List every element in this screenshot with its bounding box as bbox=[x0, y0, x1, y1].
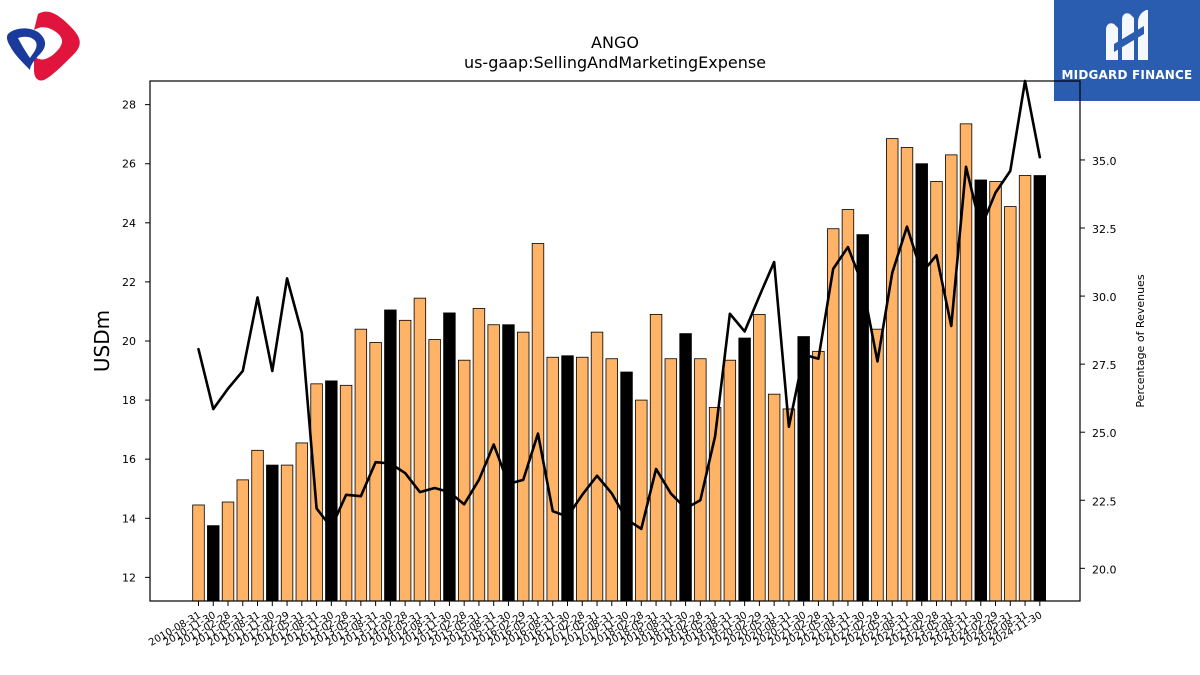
bar-2010-11-30 bbox=[207, 525, 220, 602]
brand-name: MIDGARD FINANCE bbox=[1061, 68, 1193, 82]
brand-logo-left bbox=[6, 11, 80, 81]
bar-2016-08-31 bbox=[546, 356, 559, 602]
bar-2015-02-28 bbox=[457, 359, 471, 602]
y-axis-left: 12 14 16 18 20 22 24 26 28 bbox=[122, 99, 150, 584]
y-tick-label-left: 14 bbox=[122, 512, 136, 525]
bar-2013-02-28 bbox=[339, 384, 353, 602]
percentage-line bbox=[197, 79, 1042, 531]
bar-2015-08-31 bbox=[487, 324, 500, 602]
y-tick-label-left: 16 bbox=[122, 453, 136, 466]
line-series bbox=[197, 79, 1042, 531]
bar-2014-02-28 bbox=[398, 319, 412, 602]
bar-2021-05-31 bbox=[826, 228, 840, 602]
bar-2013-11-30 bbox=[384, 309, 397, 602]
bar-2010-08-31 bbox=[192, 504, 205, 602]
bar-2021-02-28 bbox=[812, 350, 825, 602]
bar-2024-11-30 bbox=[1033, 175, 1047, 602]
bar-2017-05-31 bbox=[590, 331, 604, 602]
y-tick-label-left: 20 bbox=[122, 335, 136, 348]
y-axis-label-left: USDm bbox=[90, 310, 114, 372]
y-tick-label-left: 28 bbox=[122, 99, 136, 112]
bar-2014-05-31 bbox=[413, 297, 427, 602]
y-tick-label-right: 27.5 bbox=[1092, 359, 1117, 372]
bar-2018-05-31 bbox=[649, 314, 663, 602]
bar-2017-02-28 bbox=[576, 356, 589, 602]
bar-2020-05-31 bbox=[767, 393, 781, 602]
bar-2011-11-30 bbox=[266, 464, 279, 602]
y-tick-label-left: 12 bbox=[122, 571, 136, 584]
bar-2011-08-31 bbox=[251, 449, 264, 602]
bar-2012-11-30 bbox=[325, 380, 338, 602]
brand-logo-right: MIDGARD FINANCE bbox=[1054, 0, 1200, 101]
bar-2022-08-31 bbox=[900, 147, 914, 602]
bar-2022-11-30 bbox=[915, 163, 928, 602]
bar-2018-08-31 bbox=[664, 358, 678, 602]
y-tick-label-right: 22.5 bbox=[1092, 495, 1117, 508]
y-tick-label-left: 24 bbox=[122, 217, 136, 230]
logo-left-red-shape bbox=[34, 11, 80, 81]
bar-2018-11-30 bbox=[679, 333, 692, 602]
y-tick-label-right: 20.0 bbox=[1092, 563, 1117, 576]
y-axis-right: 20.0 22.5 25.0 27.5 30.0 32.5 35.0 bbox=[1080, 155, 1117, 576]
chart-title: ANGO bbox=[591, 33, 639, 52]
bar-series bbox=[192, 123, 1047, 602]
bar-2018-02-28 bbox=[635, 399, 648, 602]
bar-2013-05-31 bbox=[354, 328, 368, 602]
bar-2024-02-29 bbox=[989, 181, 1002, 602]
y-tick-label-right: 32.5 bbox=[1092, 223, 1117, 236]
bar-2014-08-31 bbox=[428, 339, 441, 602]
bar-2012-08-31 bbox=[310, 383, 323, 602]
bar-2022-05-31 bbox=[886, 138, 899, 602]
logo-left-blue-shape bbox=[6, 28, 46, 70]
bar-2019-11-30 bbox=[738, 337, 751, 602]
bar-2011-02-28 bbox=[221, 501, 235, 602]
bar-2024-05-31 bbox=[1004, 206, 1017, 602]
bar-2014-11-30 bbox=[443, 312, 456, 602]
midgard-logo-icon bbox=[1106, 10, 1148, 60]
y-tick-label-left: 22 bbox=[122, 276, 136, 289]
bar-2015-05-31 bbox=[472, 308, 486, 602]
bar-2015-11-30 bbox=[502, 324, 515, 602]
y-tick-label-left: 26 bbox=[122, 158, 136, 171]
bar-2016-11-30 bbox=[561, 355, 574, 602]
y-tick-label-right: 35.0 bbox=[1092, 155, 1117, 168]
bar-2019-08-31 bbox=[723, 359, 737, 602]
chart-subtitle: us-gaap:SellingAndMarketingExpense bbox=[464, 53, 766, 72]
bar-2024-08-31 bbox=[1018, 175, 1032, 602]
bar-2011-05-31 bbox=[236, 479, 249, 602]
bar-2020-08-31 bbox=[782, 408, 796, 602]
bar-2023-02-28 bbox=[930, 181, 943, 602]
x-axis: 2010-08-312010-11-302011-02-282011-05-31… bbox=[147, 601, 1044, 649]
bar-2012-02-29 bbox=[280, 464, 294, 602]
y-tick-label-right: 30.0 bbox=[1092, 291, 1117, 304]
y-axis-label-right: Percentage of Revenues bbox=[1134, 274, 1147, 407]
bar-2017-08-31 bbox=[605, 358, 618, 602]
bar-2023-11-30 bbox=[974, 179, 987, 602]
bar-2022-02-28 bbox=[871, 328, 884, 602]
y-tick-label-left: 18 bbox=[122, 394, 136, 407]
bar-2023-08-31 bbox=[959, 123, 973, 602]
bar-2021-08-31 bbox=[841, 209, 855, 602]
bar-2020-02-29 bbox=[753, 314, 766, 602]
bar-2012-05-31 bbox=[295, 442, 309, 602]
bar-2016-05-31 bbox=[531, 243, 545, 602]
y-tick-label-right: 25.0 bbox=[1092, 427, 1117, 440]
bar-2023-05-31 bbox=[945, 154, 958, 602]
bar-2017-11-30 bbox=[620, 371, 633, 602]
